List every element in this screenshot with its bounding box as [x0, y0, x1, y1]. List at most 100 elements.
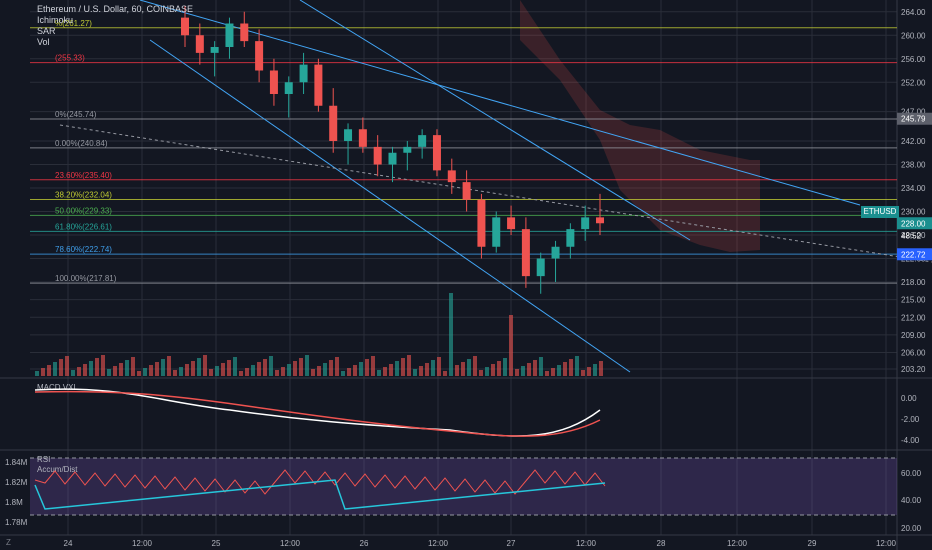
volume-bar [485, 367, 489, 376]
volume-bar [533, 360, 537, 376]
volume-bar [587, 367, 591, 376]
trend-line [139, 0, 861, 206]
candle-body [521, 229, 530, 277]
volume-bar [425, 363, 429, 376]
candle-body [581, 217, 590, 230]
volume-bar [335, 357, 339, 376]
price-tick-label: 206.00 [901, 349, 926, 358]
legend-vol[interactable]: Vol [37, 37, 50, 47]
volume-bar [287, 364, 291, 376]
volume-bar [143, 368, 147, 376]
fib-level-label: 0%(245.74) [55, 110, 97, 119]
price-tick-label: 264.00 [901, 8, 926, 17]
volume-bar [239, 371, 243, 376]
candle-body [388, 152, 397, 165]
price-tick-label: 218.00 [901, 278, 926, 287]
candle-body [551, 246, 560, 259]
accum-dist-line [34, 479, 606, 510]
price-tick-label: 230.00 [901, 208, 926, 217]
volume-bar [521, 366, 525, 376]
ichimoku-badge-label: 245.79 [901, 115, 926, 124]
volume-bar [329, 360, 333, 376]
time-tick-label: 28 [657, 539, 666, 548]
ad-tick-label: 1.8M [5, 498, 23, 507]
candle-body [596, 217, 604, 224]
volume-bar [593, 364, 597, 376]
price-tick-label: 260.00 [901, 31, 926, 40]
time-tick-label: 12:00 [576, 539, 597, 548]
volume-bar [251, 365, 255, 376]
volume-bar [41, 368, 45, 376]
candle-body [477, 199, 486, 247]
volume-bar [509, 315, 513, 376]
candle-body [403, 146, 412, 153]
candle-body [210, 47, 219, 53]
ichimoku-cloud [520, 0, 760, 252]
volume-bar [83, 364, 87, 376]
time-tick-label: 12:00 [280, 539, 301, 548]
rsi-tick-label: 60.00 [901, 469, 922, 478]
volume-bar [353, 365, 357, 376]
volume-bar [149, 365, 153, 376]
volume-bar [257, 362, 261, 376]
candle-body [269, 70, 278, 94]
candle-body [329, 105, 338, 141]
price-tick-label: 203.20 [901, 365, 926, 374]
volume-bar [305, 355, 309, 376]
candle-body [299, 64, 308, 83]
volume-bar [275, 370, 279, 376]
price-tick-label: 256.00 [901, 55, 926, 64]
candle-body [566, 229, 575, 247]
chart-title: Ethereum / U.S. Dollar, 60, COINBASE [37, 4, 194, 14]
volume-bar [491, 364, 495, 376]
volume-bar [467, 359, 471, 376]
highlight-price-badge [897, 248, 932, 261]
volume-bar [167, 356, 171, 376]
time-tick-label: 29 [808, 539, 817, 548]
rsi-tick-label: 20.00 [901, 524, 922, 533]
legend-ichimoku[interactable]: Ichimoku [37, 15, 74, 25]
volume-bar [377, 370, 381, 376]
candle-body [255, 41, 264, 71]
volume-bar [173, 370, 177, 376]
volume-bar [437, 357, 441, 376]
volume-bar [209, 369, 213, 376]
volume-bar [599, 361, 603, 376]
chart-legend: Ethereum / U.S. Dollar, 60, COINBASE Ich… [37, 4, 193, 48]
volume-bar [323, 363, 327, 376]
time-tick-label: 27 [507, 539, 516, 548]
volume-bar [389, 364, 393, 376]
rsi-label: RSI [37, 455, 50, 464]
volume-bar [527, 363, 531, 376]
fib-level-label: 23.60%(235.40) [55, 171, 112, 180]
legend-sar[interactable]: SAR [37, 26, 56, 36]
time-tick-label: 12:00 [132, 539, 153, 548]
candle-body [447, 170, 456, 183]
volume-bar [539, 357, 543, 376]
time-tick-label: 25 [212, 539, 221, 548]
macd-label: MACD VXI [37, 383, 76, 392]
ichimoku-badge [897, 112, 932, 125]
candle-body [225, 23, 234, 47]
volume-bar [215, 366, 219, 376]
volume-bar [35, 371, 39, 376]
price-tick-label: 212.00 [901, 313, 926, 322]
symbol-badge: ETHUSD [861, 206, 899, 218]
volume-bar [137, 371, 141, 376]
ad-tick-label: 1.78M [5, 518, 28, 527]
volume-bar [227, 360, 231, 376]
volume-bar [101, 355, 105, 376]
volume-bar [125, 360, 129, 376]
rsi-tick-label: 40.00 [901, 496, 922, 505]
volume-bar [65, 356, 69, 376]
volume-bar [341, 371, 345, 376]
signal-line [34, 390, 601, 437]
price-tick-label: 247.00 [901, 108, 926, 117]
candle-body [284, 82, 293, 94]
candle-body [507, 217, 516, 230]
candle-body [432, 135, 441, 171]
fib-level-label: (255.33) [55, 54, 85, 63]
candle-body [344, 129, 353, 141]
volume-bar [551, 368, 555, 376]
